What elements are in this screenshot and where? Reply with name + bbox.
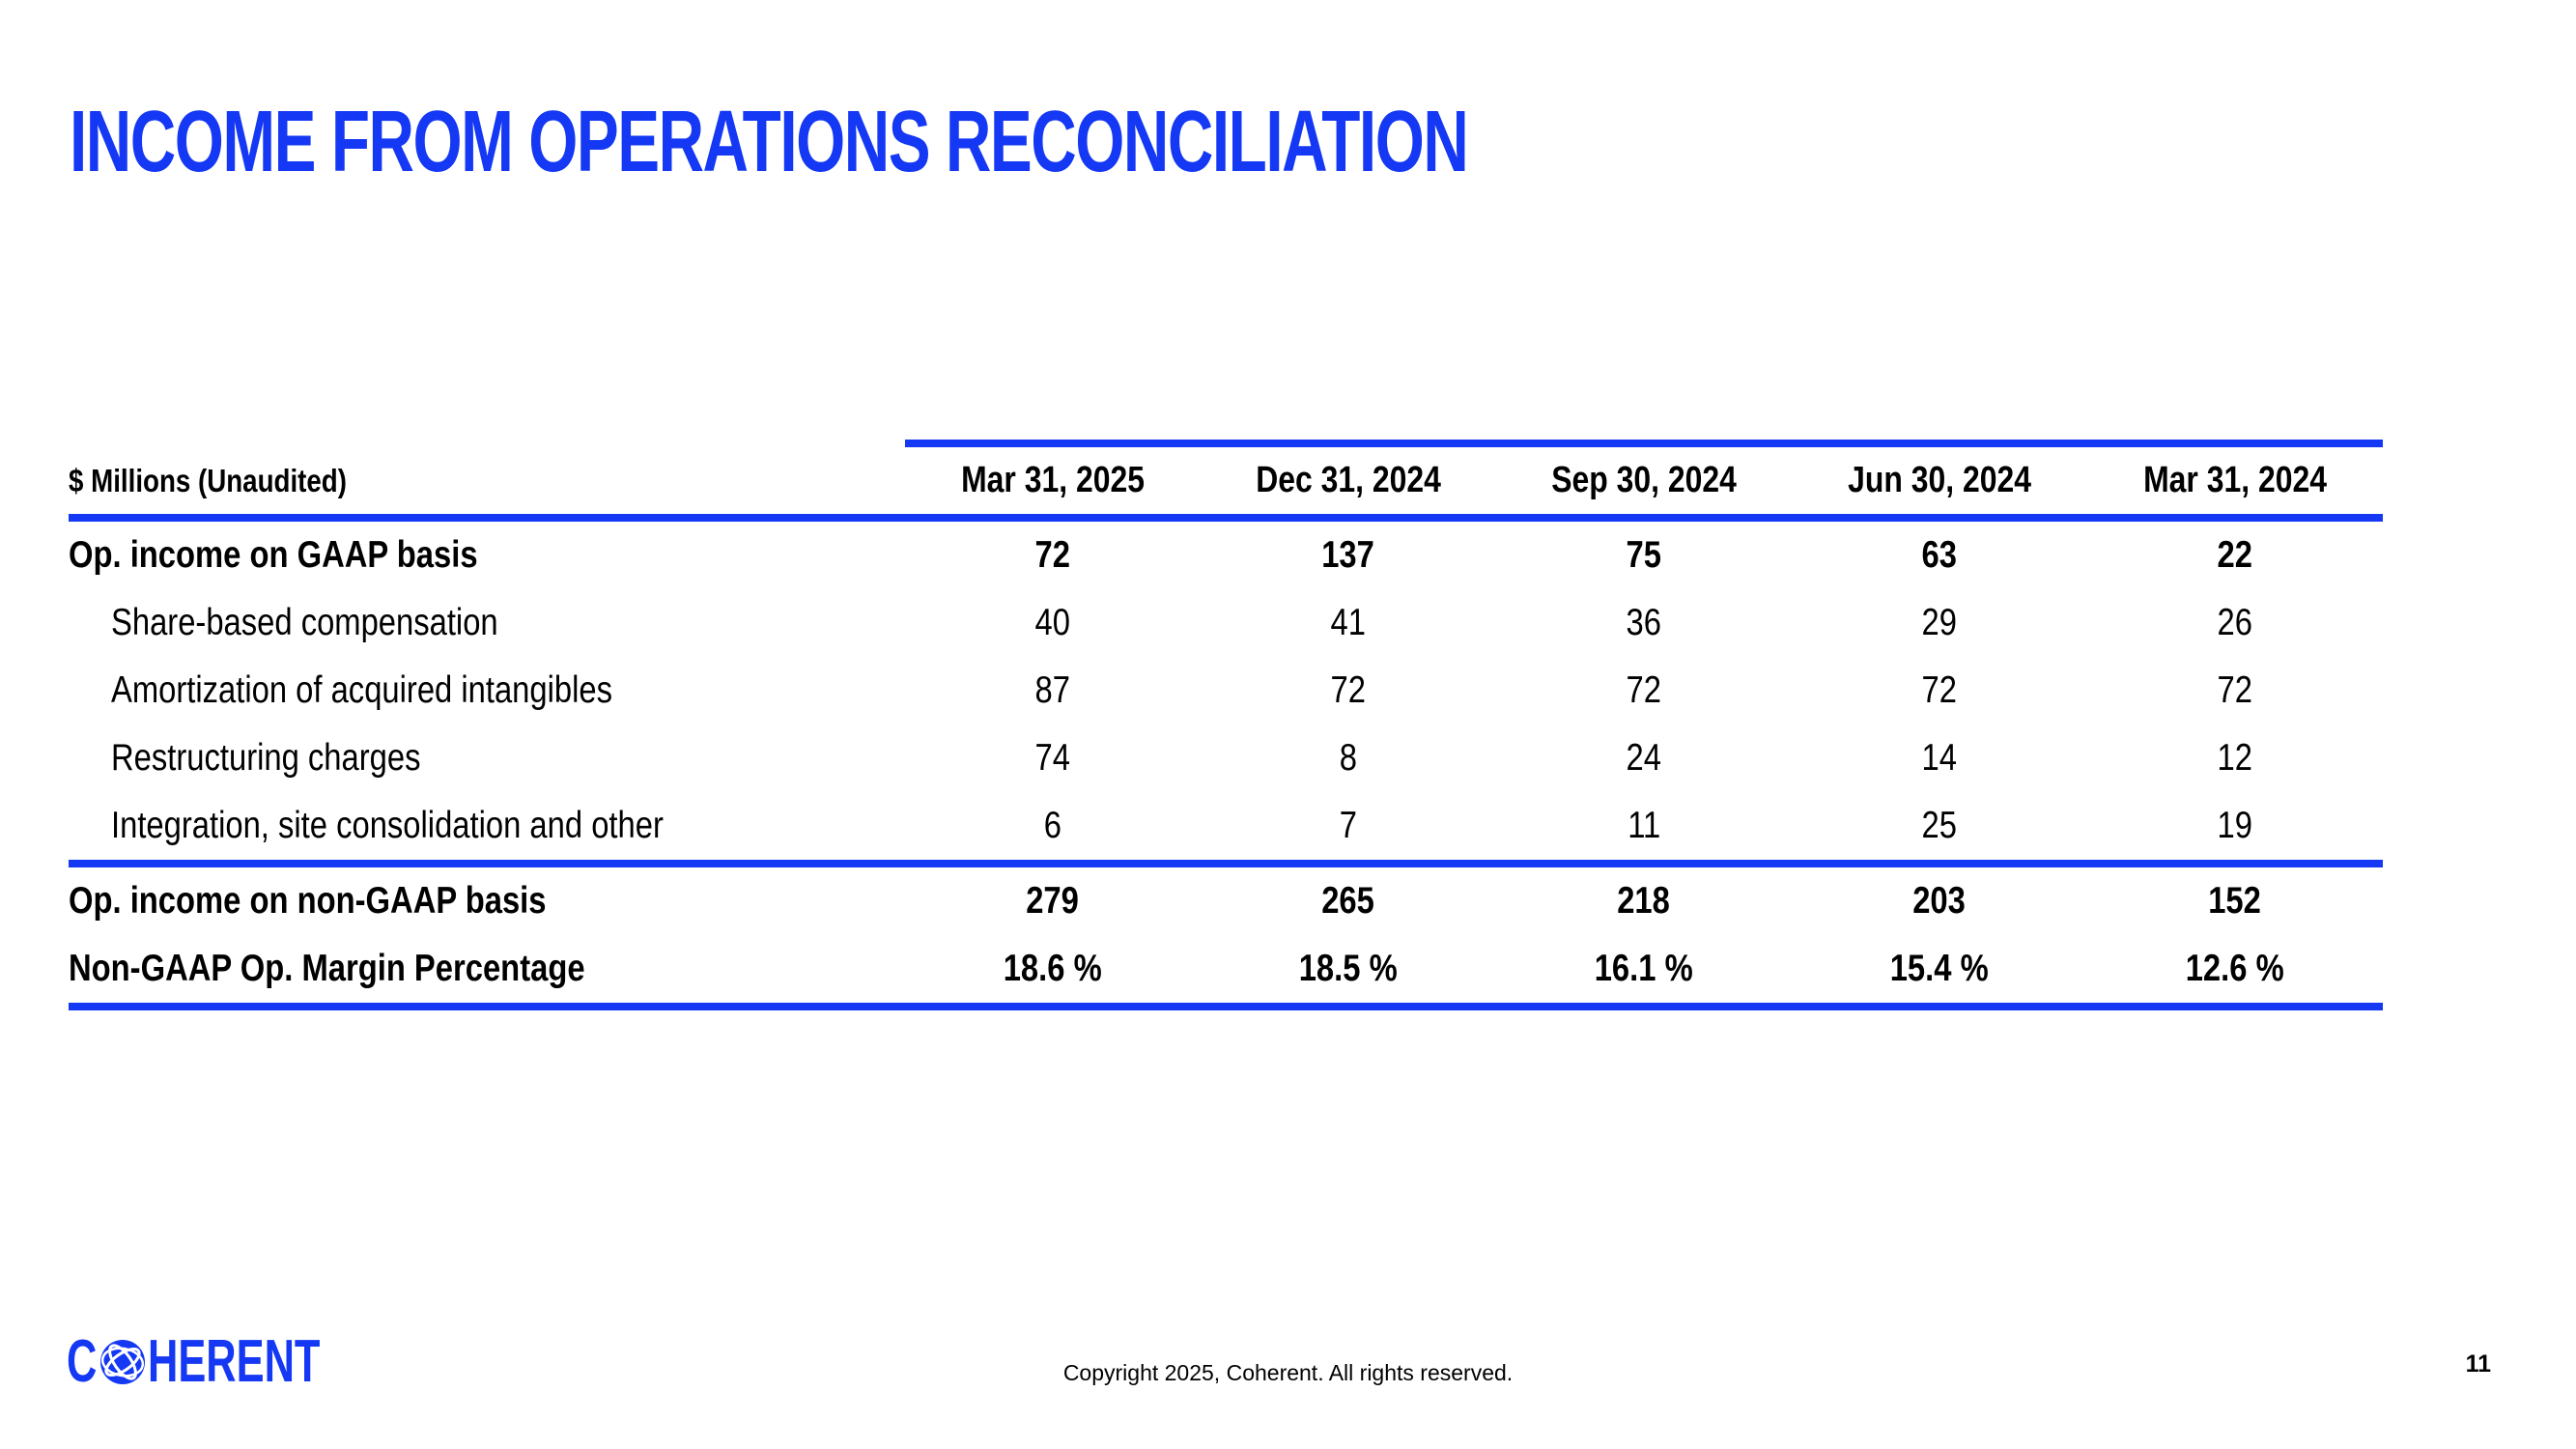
cell-value: 22 (2217, 534, 2253, 576)
cell-value: 15.4 % (1889, 948, 1989, 989)
cell-value: 26 (2217, 602, 2253, 643)
column-header: Jun 30, 2024 (1848, 460, 2031, 500)
cell-value: 12 (2217, 737, 2253, 779)
page-title: INCOME FROM OPERATIONS RECONCILIATION (70, 94, 1469, 190)
unit-label: $ Millions (Unaudited) (69, 462, 347, 498)
unit-label-cell: $ Millions (Unaudited) (69, 463, 905, 499)
logo-letters-rest: HERENT (147, 1328, 321, 1395)
cell-value: 18.6 % (1003, 948, 1102, 989)
cell-value: 63 (1921, 534, 1958, 576)
row-label: Integration, site consolidation and othe… (111, 805, 664, 846)
cell-value: 24 (1626, 737, 1662, 779)
cell-value: 87 (1034, 669, 1071, 711)
table-header-row: $ Millions (Unaudited) Mar 31, 2025 Dec … (69, 447, 2383, 514)
cell-value: 137 (1321, 534, 1375, 576)
cell-value: 19 (2217, 805, 2253, 846)
row-label: Op. income on GAAP basis (69, 534, 478, 576)
cell-value: 74 (1034, 737, 1071, 779)
page-number: 11 (2465, 1350, 2491, 1378)
cell-value: 203 (1912, 880, 1967, 922)
cell-value: 72 (2217, 669, 2253, 711)
row-label: Op. income on non-GAAP basis (69, 880, 547, 922)
column-header: Mar 31, 2024 (2143, 460, 2327, 500)
column-header: Dec 31, 2024 (1256, 460, 1441, 500)
cell-value: 11 (1627, 805, 1661, 846)
row-label: Amortization of acquired intangibles (111, 669, 613, 711)
cell-value: 36 (1626, 602, 1662, 643)
cell-value: 72 (1034, 534, 1071, 576)
cell-value: 41 (1330, 602, 1367, 643)
cell-value: 16.1 % (1594, 948, 1693, 989)
cell-value: 75 (1626, 534, 1662, 576)
table-mid-rule (69, 860, 2383, 867)
table-row-share-based-compensation: Share-based compensation 40 41 36 29 26 (69, 589, 2383, 657)
copyright-text: Copyright 2025, Coherent. All rights res… (1062, 1360, 1514, 1385)
cell-value: 40 (1034, 602, 1071, 643)
cell-value: 279 (1026, 880, 1080, 922)
cell-value: 72 (1626, 669, 1662, 711)
table-row-gaap-income: Op. income on GAAP basis 72 137 75 63 22 (69, 522, 2383, 589)
logo-letter-c: C (67, 1328, 98, 1395)
table-top-rule (905, 440, 2383, 447)
column-header: Mar 31, 2025 (961, 460, 1145, 500)
cell-value: 7 (1339, 805, 1358, 846)
cell-value: 72 (1330, 669, 1367, 711)
column-header: Sep 30, 2024 (1551, 460, 1737, 500)
row-label: Restructuring charges (111, 737, 421, 779)
table-row-non-gaap-income: Op. income on non-GAAP basis 279 265 218… (69, 867, 2383, 935)
table-header-rule (69, 514, 2383, 522)
cell-value: 8 (1339, 737, 1358, 779)
cell-value: 18.5 % (1298, 948, 1398, 989)
cell-value: 12.6 % (2185, 948, 2284, 989)
table-row-amortization: Amortization of acquired intangibles 87 … (69, 657, 2383, 724)
cell-value: 25 (1921, 805, 1958, 846)
table-row-non-gaap-margin: Non-GAAP Op. Margin Percentage 18.6 % 18… (69, 935, 2383, 1003)
cell-value: 14 (1921, 737, 1958, 779)
table-row-restructuring: Restructuring charges 74 8 24 14 12 (69, 724, 2383, 792)
table-row-integration: Integration, site consolidation and othe… (69, 792, 2383, 860)
row-label: Share-based compensation (111, 602, 498, 643)
cell-value: 152 (2208, 880, 2262, 922)
coherent-atom-icon (99, 1340, 145, 1384)
cell-value: 218 (1617, 880, 1671, 922)
table-bottom-rule (69, 1003, 2383, 1010)
cell-value: 265 (1321, 880, 1375, 922)
cell-value: 6 (1043, 805, 1062, 846)
coherent-logo: C HERENT (67, 1328, 394, 1395)
cell-value: 72 (1921, 669, 1958, 711)
reconciliation-table: $ Millions (Unaudited) Mar 31, 2025 Dec … (69, 440, 2383, 1010)
row-label: Non-GAAP Op. Margin Percentage (69, 948, 585, 989)
cell-value: 29 (1921, 602, 1958, 643)
